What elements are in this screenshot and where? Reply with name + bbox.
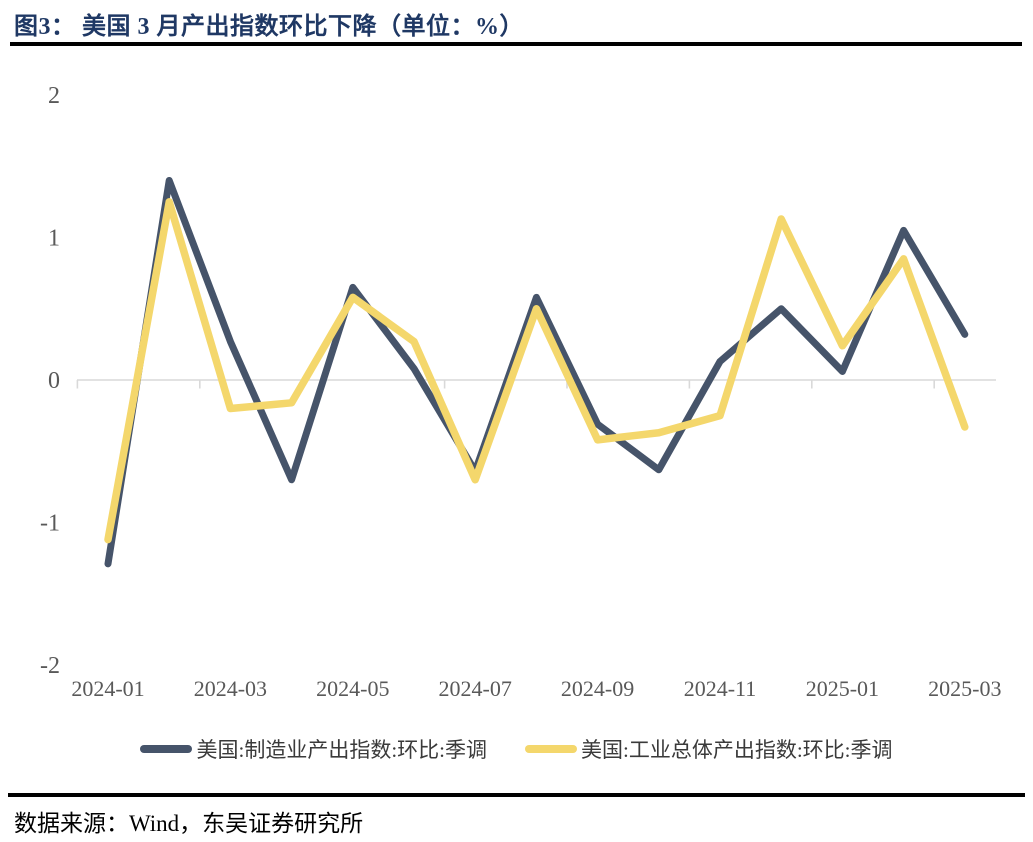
output-index-line-chart: 2 1 0 -1 -2 2024-01 2024-03 2024-05 2024-07 2024-… xyxy=(40,83,1001,701)
y-axis-label: 0 xyxy=(48,368,60,394)
legend-label-manufacturing: 美国:制造业产出指数:环比:季调 xyxy=(196,738,487,762)
x-axis-label: 2025-03 xyxy=(928,676,1001,701)
legend-marker-manufacturing-icon xyxy=(140,745,193,753)
y-axis-label: 1 xyxy=(48,226,60,252)
series-line-industrial xyxy=(104,198,969,544)
x-axis-label: 2025-01 xyxy=(806,676,879,701)
x-axis-label: 2024-07 xyxy=(439,676,512,701)
legend-label-industrial: 美国:工业总体产出指数:环比:季调 xyxy=(581,738,893,762)
x-axis-label: 2024-01 xyxy=(71,676,144,701)
series-line-manufacturing xyxy=(104,177,969,568)
y-axis-label: 2 xyxy=(48,83,60,109)
legend-item-manufacturing: 美国:制造业产出指数:环比:季调 xyxy=(140,734,487,764)
footer-divider xyxy=(8,793,1025,797)
chart-title: 图3： 美国 3 月产出指数环比下降（单位：%） xyxy=(14,14,524,40)
x-axis-label: 2024-03 xyxy=(194,676,267,701)
y-axis-label: -1 xyxy=(40,511,60,537)
legend-item-industrial: 美国:工业总体产出指数:环比:季调 xyxy=(525,734,893,764)
chart-legend: 美国:制造业产出指数:环比:季调 美国:工业总体产出指数:环比:季调 xyxy=(0,729,1033,769)
y-axis-label: -2 xyxy=(40,653,60,679)
x-axis-label: 2024-05 xyxy=(316,676,389,701)
legend-marker-industrial-icon xyxy=(525,745,577,753)
x-axis-label: 2024-11 xyxy=(684,676,757,701)
x-axis-label: 2024-09 xyxy=(561,676,634,701)
title-divider xyxy=(10,42,1022,46)
data-source-text: 数据来源：Wind，东吴证券研究所 xyxy=(14,811,364,836)
